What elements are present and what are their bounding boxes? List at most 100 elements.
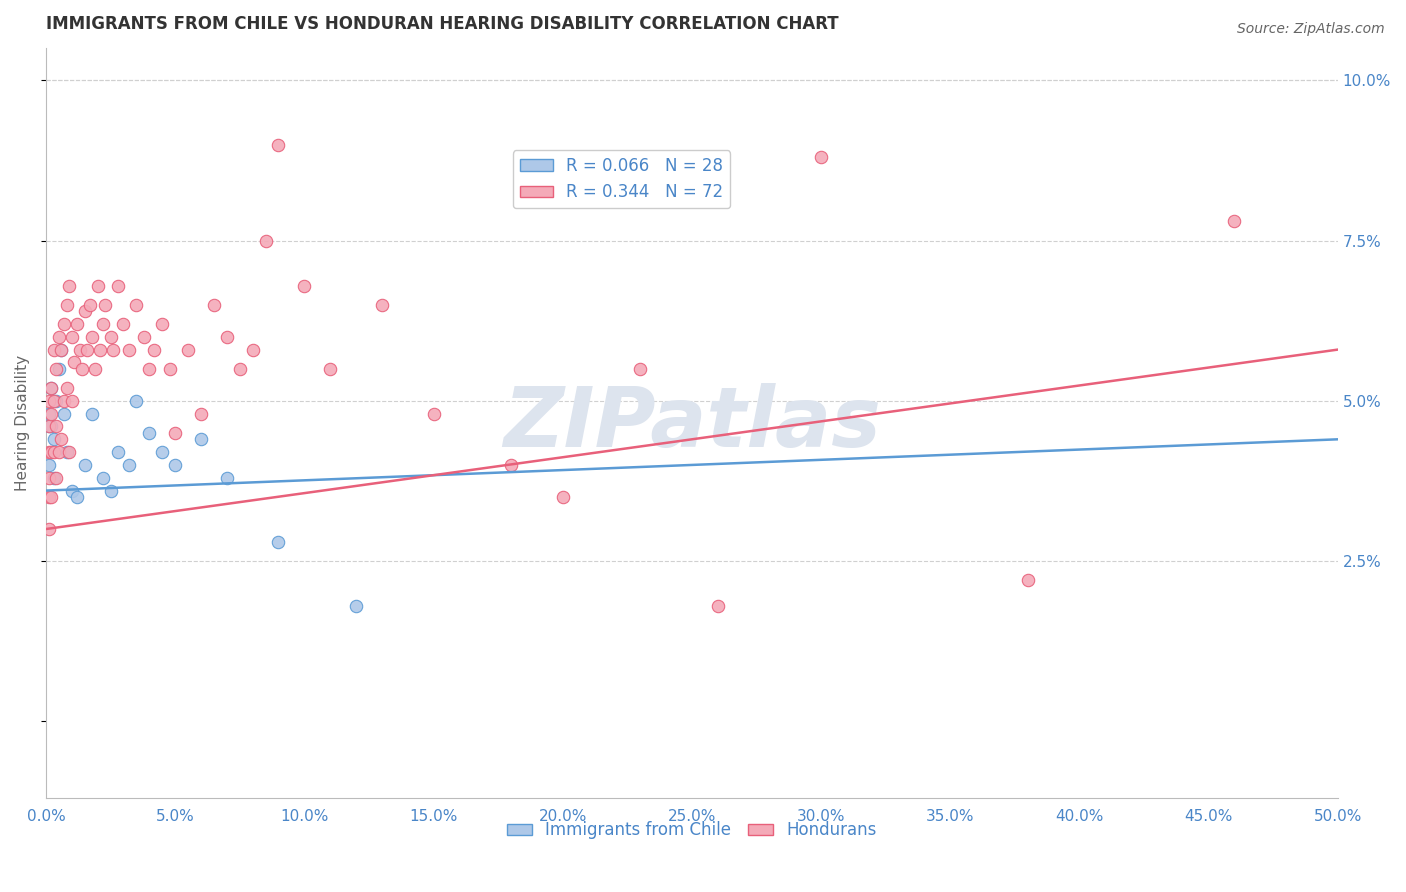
- Point: [58, 278, 80, 293]
- Point: [84, 361, 107, 376]
- Point: [38, 522, 60, 536]
- Point: [39, 381, 62, 395]
- Point: [91, 317, 114, 331]
- Point: [159, 361, 181, 376]
- Point: [42, 433, 65, 447]
- Point: [229, 361, 252, 376]
- Point: [1017, 574, 1039, 588]
- Point: [51, 343, 73, 357]
- Point: [38, 471, 60, 485]
- Point: [190, 433, 212, 447]
- Point: [38, 393, 60, 408]
- Point: [150, 445, 173, 459]
- Point: [254, 234, 277, 248]
- Point: [79, 298, 101, 312]
- Point: [292, 278, 315, 293]
- Point: [138, 425, 160, 440]
- Y-axis label: Hearing Disability: Hearing Disability: [15, 355, 30, 491]
- Point: [89, 343, 111, 357]
- Point: [66, 317, 89, 331]
- Point: [48, 330, 70, 344]
- Point: [319, 361, 342, 376]
- Point: [55, 381, 77, 395]
- Point: [45, 419, 67, 434]
- Point: [150, 317, 173, 331]
- Point: [810, 150, 832, 164]
- Point: [38, 419, 60, 434]
- Point: [38, 458, 60, 472]
- Point: [551, 490, 574, 504]
- Point: [242, 343, 264, 357]
- Point: [138, 361, 160, 376]
- Point: [73, 458, 96, 472]
- Point: [215, 330, 238, 344]
- Point: [190, 407, 212, 421]
- Point: [706, 599, 728, 613]
- Point: [42, 445, 65, 459]
- Point: [63, 355, 86, 369]
- Point: [125, 393, 148, 408]
- Point: [39, 445, 62, 459]
- Point: [100, 483, 122, 498]
- Point: [53, 393, 76, 408]
- Point: [42, 471, 65, 485]
- Point: [53, 407, 76, 421]
- Point: [39, 407, 62, 421]
- Point: [94, 298, 117, 312]
- Point: [371, 298, 394, 312]
- Point: [422, 407, 444, 421]
- Point: [55, 445, 77, 459]
- Text: Source: ZipAtlas.com: Source: ZipAtlas.com: [1237, 22, 1385, 37]
- Text: ZIPatlas: ZIPatlas: [503, 383, 880, 464]
- Point: [60, 393, 83, 408]
- Legend: Immigrants from Chile, Hondurans: Immigrants from Chile, Hondurans: [501, 814, 883, 846]
- Point: [107, 278, 129, 293]
- Point: [107, 445, 129, 459]
- Point: [55, 298, 77, 312]
- Point: [45, 361, 67, 376]
- Point: [38, 445, 60, 459]
- Point: [69, 343, 91, 357]
- Point: [39, 381, 62, 395]
- Point: [76, 343, 98, 357]
- Point: [100, 330, 122, 344]
- Point: [51, 343, 73, 357]
- Point: [165, 425, 187, 440]
- Point: [42, 393, 65, 408]
- Point: [177, 343, 200, 357]
- Point: [143, 343, 166, 357]
- Point: [42, 343, 65, 357]
- Point: [60, 483, 83, 498]
- Point: [39, 490, 62, 504]
- Point: [48, 445, 70, 459]
- Point: [202, 298, 225, 312]
- Point: [38, 490, 60, 504]
- Point: [45, 471, 67, 485]
- Point: [112, 317, 135, 331]
- Point: [628, 361, 651, 376]
- Point: [117, 343, 139, 357]
- Point: [38, 419, 60, 434]
- Point: [82, 330, 104, 344]
- Point: [267, 534, 290, 549]
- Point: [101, 343, 124, 357]
- Point: [267, 137, 290, 152]
- Point: [58, 445, 80, 459]
- Point: [48, 361, 70, 376]
- Point: [134, 330, 156, 344]
- Point: [165, 458, 187, 472]
- Point: [45, 393, 67, 408]
- Point: [1223, 214, 1246, 228]
- Point: [38, 407, 60, 421]
- Point: [70, 361, 93, 376]
- Point: [117, 458, 139, 472]
- Point: [66, 490, 89, 504]
- Point: [51, 433, 73, 447]
- Point: [39, 419, 62, 434]
- Point: [91, 471, 114, 485]
- Point: [499, 458, 522, 472]
- Point: [82, 407, 104, 421]
- Point: [53, 317, 76, 331]
- Point: [215, 471, 238, 485]
- Point: [60, 330, 83, 344]
